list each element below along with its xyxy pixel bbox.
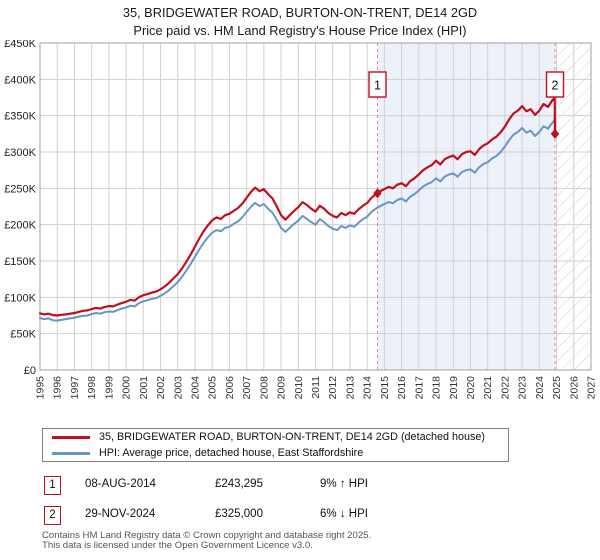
x-tick-label: 1997 (69, 376, 81, 400)
legend-label: 35, BRIDGEWATER ROAD, BURTON-ON-TRENT, D… (99, 431, 485, 443)
x-tick-label: 2012 (327, 376, 339, 400)
x-tick-label: 2025 (551, 376, 563, 400)
y-tick-label: £100K (4, 292, 36, 304)
x-tick-label: 2000 (121, 376, 133, 400)
x-tick-label: 2005 (207, 376, 219, 400)
sale-marker-number-2: 2 (552, 79, 559, 93)
x-tick-label: 2026 (568, 376, 580, 400)
sale-hpi-delta: 9% ↑ HPI (320, 478, 368, 490)
x-tick-label: 2007 (241, 376, 253, 400)
x-tick-label: 2027 (586, 376, 598, 400)
sale-marker-box-1 (368, 71, 387, 98)
sale-number-badge: 2 (44, 506, 61, 525)
x-tick-label: 1995 (35, 376, 47, 400)
legend-row-price-paid: 35, BRIDGEWATER ROAD, BURTON-ON-TRENT, D… (43, 430, 508, 444)
plot-border (39, 42, 592, 371)
x-tick-label: 2001 (138, 376, 150, 400)
x-tick-label: 2020 (465, 376, 477, 400)
legend-label: HPI: Average price, detached house, East… (99, 447, 364, 459)
x-tick-label: 2010 (293, 376, 305, 400)
x-tick-label: 2019 (448, 376, 460, 400)
x-tick-label: 1996 (52, 376, 64, 400)
y-tick-label: £400K (4, 74, 36, 86)
ownership-shaded-region (377, 43, 556, 370)
sale-marker-box-2 (545, 71, 565, 98)
sale-date: 08-AUG-2014 (85, 478, 156, 490)
price-paid-line (38, 96, 557, 317)
y-tick-label: £50K (10, 329, 36, 341)
hpi-line (39, 117, 556, 322)
x-tick-label: 2015 (379, 376, 391, 400)
legend: 35, BRIDGEWATER ROAD, BURTON-ON-TRENT, D… (42, 428, 509, 462)
x-tick-label: 2004 (189, 376, 201, 400)
footer-copyright: Contains HM Land Registry data © Crown c… (42, 530, 372, 541)
sale-price: £325,000 (215, 508, 263, 520)
x-tick-label: 2003 (172, 376, 184, 400)
x-tick-label: 2014 (362, 376, 374, 400)
x-tick-label: 2018 (431, 376, 443, 400)
x-tick-label: 2022 (499, 376, 511, 400)
x-tick-label: 2021 (482, 376, 494, 400)
sale-hpi-delta: 6% ↓ HPI (320, 508, 368, 520)
sale-annotation-row-2: 2 29-NOV-2024 £325,000 6% ↓ HPI (0, 506, 600, 526)
legend-line-swatch (52, 451, 90, 455)
sale-diamond-2 (550, 128, 560, 139)
y-tick-label: £150K (4, 256, 36, 268)
x-tick-label: 2016 (396, 376, 408, 400)
x-tick-label: 2017 (413, 376, 425, 400)
x-tick-label: 2023 (517, 376, 529, 400)
sale-diamond-1 (373, 188, 382, 199)
sale-number-badge: 1 (44, 476, 61, 495)
sale-date: 29-NOV-2024 (85, 508, 156, 520)
legend-row-hpi: HPI: Average price, detached house, East… (43, 446, 508, 460)
x-tick-label: 2008 (258, 376, 270, 400)
x-tick-label: 2009 (276, 376, 288, 400)
y-tick-label: £200K (4, 220, 36, 232)
sale-price: £243,295 (215, 478, 263, 490)
y-tick-label: £300K (4, 147, 36, 159)
y-tick-label: £250K (4, 183, 36, 195)
y-tick-label: £350K (4, 111, 36, 123)
x-tick-label: 2013 (344, 376, 356, 400)
sale-marker-number-1: 1 (374, 79, 381, 93)
y-tick-label: £0 (24, 365, 36, 377)
legend-line-swatch (52, 435, 90, 439)
x-tick-label: 2024 (534, 376, 546, 400)
chart-title: 35, BRIDGEWATER ROAD, BURTON-ON-TRENT, D… (122, 5, 478, 20)
x-tick-label: 2002 (155, 376, 167, 400)
x-tick-label: 1998 (86, 376, 98, 400)
footer-licence: This data is licensed under the Open Gov… (42, 540, 313, 551)
x-tick-label: 2006 (224, 376, 236, 400)
x-tick-label: 2011 (310, 376, 322, 399)
price-history-chart: £0 £50K £100K £150K £200K £250K £300K £350K £400… (4, 40, 598, 400)
y-tick-label: £450K (4, 40, 36, 50)
x-tick-label: 1999 (103, 376, 115, 400)
sale-annotation-row-1: 1 08-AUG-2014 £243,295 9% ↑ HPI (0, 476, 600, 496)
chart-subtitle: Price paid vs. HM Land Registry's House … (133, 23, 467, 38)
